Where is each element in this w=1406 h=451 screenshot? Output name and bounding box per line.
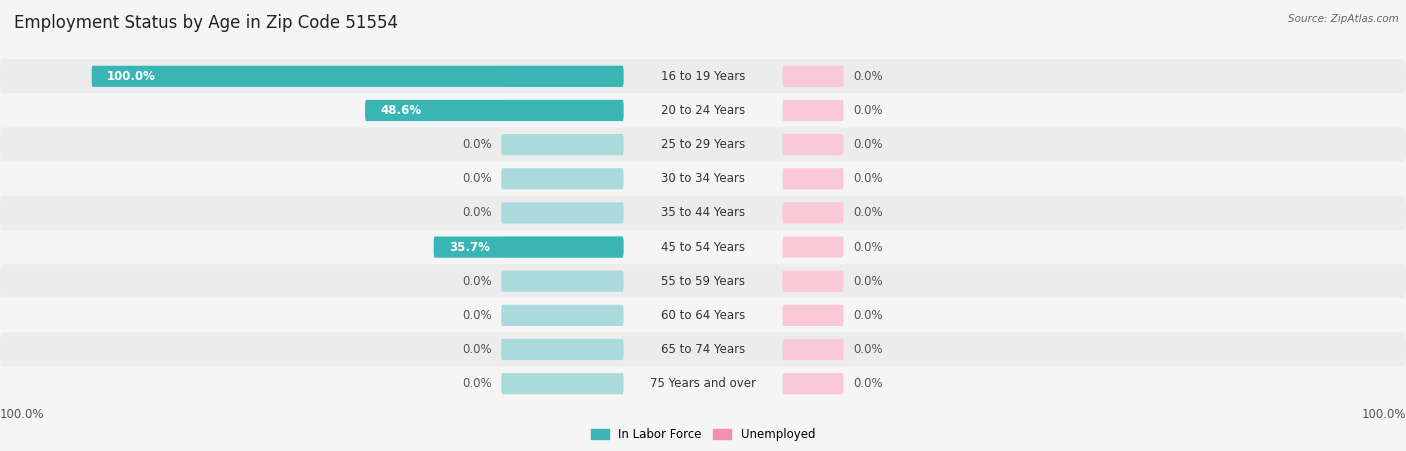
FancyBboxPatch shape	[366, 100, 623, 121]
Text: 55 to 59 Years: 55 to 59 Years	[661, 275, 745, 288]
FancyBboxPatch shape	[783, 168, 844, 189]
FancyBboxPatch shape	[502, 168, 623, 189]
Text: Employment Status by Age in Zip Code 51554: Employment Status by Age in Zip Code 515…	[14, 14, 398, 32]
FancyBboxPatch shape	[502, 236, 623, 258]
FancyBboxPatch shape	[783, 202, 844, 224]
FancyBboxPatch shape	[0, 264, 1406, 298]
Text: 0.0%: 0.0%	[853, 309, 883, 322]
Text: 20 to 24 Years: 20 to 24 Years	[661, 104, 745, 117]
FancyBboxPatch shape	[502, 100, 623, 121]
Text: 0.0%: 0.0%	[853, 377, 883, 390]
Legend: In Labor Force, Unemployed: In Labor Force, Unemployed	[586, 423, 820, 446]
FancyBboxPatch shape	[502, 134, 623, 155]
FancyBboxPatch shape	[91, 66, 623, 87]
FancyBboxPatch shape	[783, 236, 844, 258]
FancyBboxPatch shape	[0, 332, 1406, 367]
FancyBboxPatch shape	[783, 305, 844, 326]
Text: 48.6%: 48.6%	[381, 104, 422, 117]
FancyBboxPatch shape	[0, 196, 1406, 230]
Text: 0.0%: 0.0%	[463, 377, 492, 390]
Text: 0.0%: 0.0%	[463, 172, 492, 185]
Text: 0.0%: 0.0%	[463, 207, 492, 220]
FancyBboxPatch shape	[502, 202, 623, 224]
Text: Source: ZipAtlas.com: Source: ZipAtlas.com	[1288, 14, 1399, 23]
Text: 35 to 44 Years: 35 to 44 Years	[661, 207, 745, 220]
Text: 0.0%: 0.0%	[853, 104, 883, 117]
FancyBboxPatch shape	[0, 230, 1406, 264]
Text: 0.0%: 0.0%	[463, 309, 492, 322]
Text: 60 to 64 Years: 60 to 64 Years	[661, 309, 745, 322]
FancyBboxPatch shape	[783, 271, 844, 292]
Text: 16 to 19 Years: 16 to 19 Years	[661, 70, 745, 83]
Text: 75 Years and over: 75 Years and over	[650, 377, 756, 390]
FancyBboxPatch shape	[0, 59, 1406, 93]
FancyBboxPatch shape	[502, 305, 623, 326]
FancyBboxPatch shape	[783, 134, 844, 155]
FancyBboxPatch shape	[502, 373, 623, 394]
Text: 0.0%: 0.0%	[853, 172, 883, 185]
Text: 0.0%: 0.0%	[853, 138, 883, 151]
Text: 100.0%: 100.0%	[107, 70, 156, 83]
Text: 0.0%: 0.0%	[463, 275, 492, 288]
Text: 100.0%: 100.0%	[1361, 408, 1406, 421]
FancyBboxPatch shape	[0, 93, 1406, 128]
FancyBboxPatch shape	[783, 100, 844, 121]
Text: 100.0%: 100.0%	[0, 408, 45, 421]
FancyBboxPatch shape	[0, 128, 1406, 162]
FancyBboxPatch shape	[0, 367, 1406, 401]
Text: 35.7%: 35.7%	[449, 240, 489, 253]
Text: 30 to 34 Years: 30 to 34 Years	[661, 172, 745, 185]
Text: 0.0%: 0.0%	[463, 138, 492, 151]
FancyBboxPatch shape	[502, 271, 623, 292]
Text: 0.0%: 0.0%	[853, 240, 883, 253]
FancyBboxPatch shape	[0, 298, 1406, 332]
Text: 45 to 54 Years: 45 to 54 Years	[661, 240, 745, 253]
FancyBboxPatch shape	[783, 339, 844, 360]
FancyBboxPatch shape	[433, 236, 623, 258]
FancyBboxPatch shape	[0, 162, 1406, 196]
Text: 0.0%: 0.0%	[853, 343, 883, 356]
FancyBboxPatch shape	[502, 339, 623, 360]
Text: 0.0%: 0.0%	[463, 343, 492, 356]
Text: 0.0%: 0.0%	[853, 207, 883, 220]
FancyBboxPatch shape	[783, 373, 844, 394]
FancyBboxPatch shape	[783, 66, 844, 87]
Text: 0.0%: 0.0%	[853, 275, 883, 288]
Text: 0.0%: 0.0%	[853, 70, 883, 83]
Text: 25 to 29 Years: 25 to 29 Years	[661, 138, 745, 151]
FancyBboxPatch shape	[502, 66, 623, 87]
Text: 65 to 74 Years: 65 to 74 Years	[661, 343, 745, 356]
